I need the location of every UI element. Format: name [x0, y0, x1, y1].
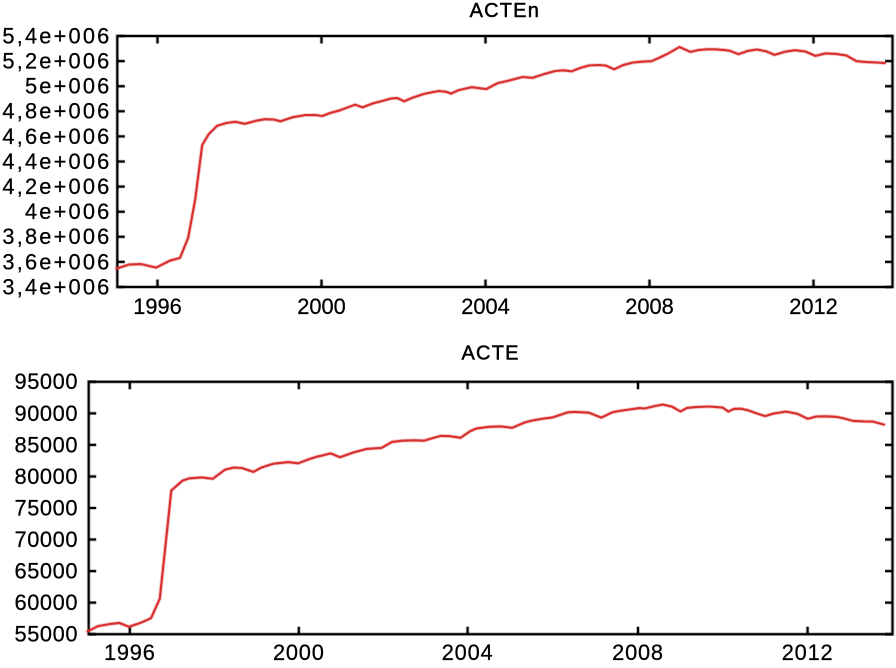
svg-text:4,6e+006: 4,6e+006 — [2, 124, 111, 149]
svg-text:4,8e+006: 4,8e+006 — [2, 99, 111, 124]
svg-text:75000: 75000 — [14, 495, 78, 520]
svg-text:1996: 1996 — [133, 294, 182, 319]
svg-text:90000: 90000 — [14, 401, 78, 426]
svg-text:5,4e+006: 5,4e+006 — [2, 23, 111, 48]
svg-text:ACTE: ACTE — [462, 342, 520, 364]
svg-text:85000: 85000 — [14, 432, 78, 457]
svg-text:80000: 80000 — [14, 464, 78, 489]
svg-text:2008: 2008 — [625, 294, 674, 319]
svg-text:ACTEn: ACTEn — [470, 0, 540, 22]
svg-text:65000: 65000 — [14, 559, 78, 584]
svg-text:4,4e+006: 4,4e+006 — [2, 149, 111, 174]
svg-text:55000: 55000 — [14, 622, 78, 647]
svg-text:2004: 2004 — [442, 640, 494, 663]
svg-text:4e+006: 4e+006 — [25, 199, 112, 224]
svg-text:3,6e+006: 3,6e+006 — [2, 249, 111, 274]
svg-text:3,8e+006: 3,8e+006 — [2, 224, 111, 249]
svg-text:2000: 2000 — [273, 640, 325, 663]
svg-text:2012: 2012 — [782, 640, 834, 663]
svg-text:3,4e+006: 3,4e+006 — [2, 274, 111, 299]
svg-text:5e+006: 5e+006 — [25, 74, 112, 99]
svg-text:95000: 95000 — [14, 369, 78, 394]
svg-text:4,2e+006: 4,2e+006 — [2, 174, 111, 199]
svg-text:1996: 1996 — [104, 640, 156, 663]
svg-text:2000: 2000 — [297, 294, 346, 319]
svg-text:70000: 70000 — [14, 527, 78, 552]
svg-text:5,2e+006: 5,2e+006 — [2, 49, 111, 74]
svg-text:2012: 2012 — [789, 294, 838, 319]
svg-text:2004: 2004 — [461, 294, 510, 319]
svg-text:2008: 2008 — [612, 640, 664, 663]
svg-text:60000: 60000 — [14, 590, 78, 615]
